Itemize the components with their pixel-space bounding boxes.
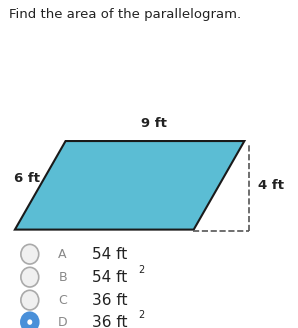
- Polygon shape: [15, 141, 244, 230]
- Text: A: A: [58, 248, 67, 261]
- Circle shape: [21, 312, 39, 328]
- Text: 4 ft: 4 ft: [258, 179, 284, 192]
- Circle shape: [21, 290, 39, 310]
- Text: 54 ft: 54 ft: [92, 270, 128, 285]
- Circle shape: [21, 267, 39, 287]
- Text: 36 ft: 36 ft: [92, 293, 128, 308]
- Text: Find the area of the parallelogram.: Find the area of the parallelogram.: [9, 8, 241, 21]
- Text: 2: 2: [139, 310, 145, 320]
- Text: D: D: [58, 316, 67, 328]
- Circle shape: [27, 319, 32, 325]
- Text: 36 ft: 36 ft: [92, 315, 128, 328]
- Circle shape: [21, 244, 39, 264]
- Text: 54 ft: 54 ft: [92, 247, 128, 262]
- Text: 2: 2: [139, 265, 145, 275]
- Text: B: B: [58, 271, 67, 284]
- Text: C: C: [58, 294, 67, 307]
- Text: 6 ft: 6 ft: [14, 172, 40, 185]
- Text: 9 ft: 9 ft: [141, 116, 166, 130]
